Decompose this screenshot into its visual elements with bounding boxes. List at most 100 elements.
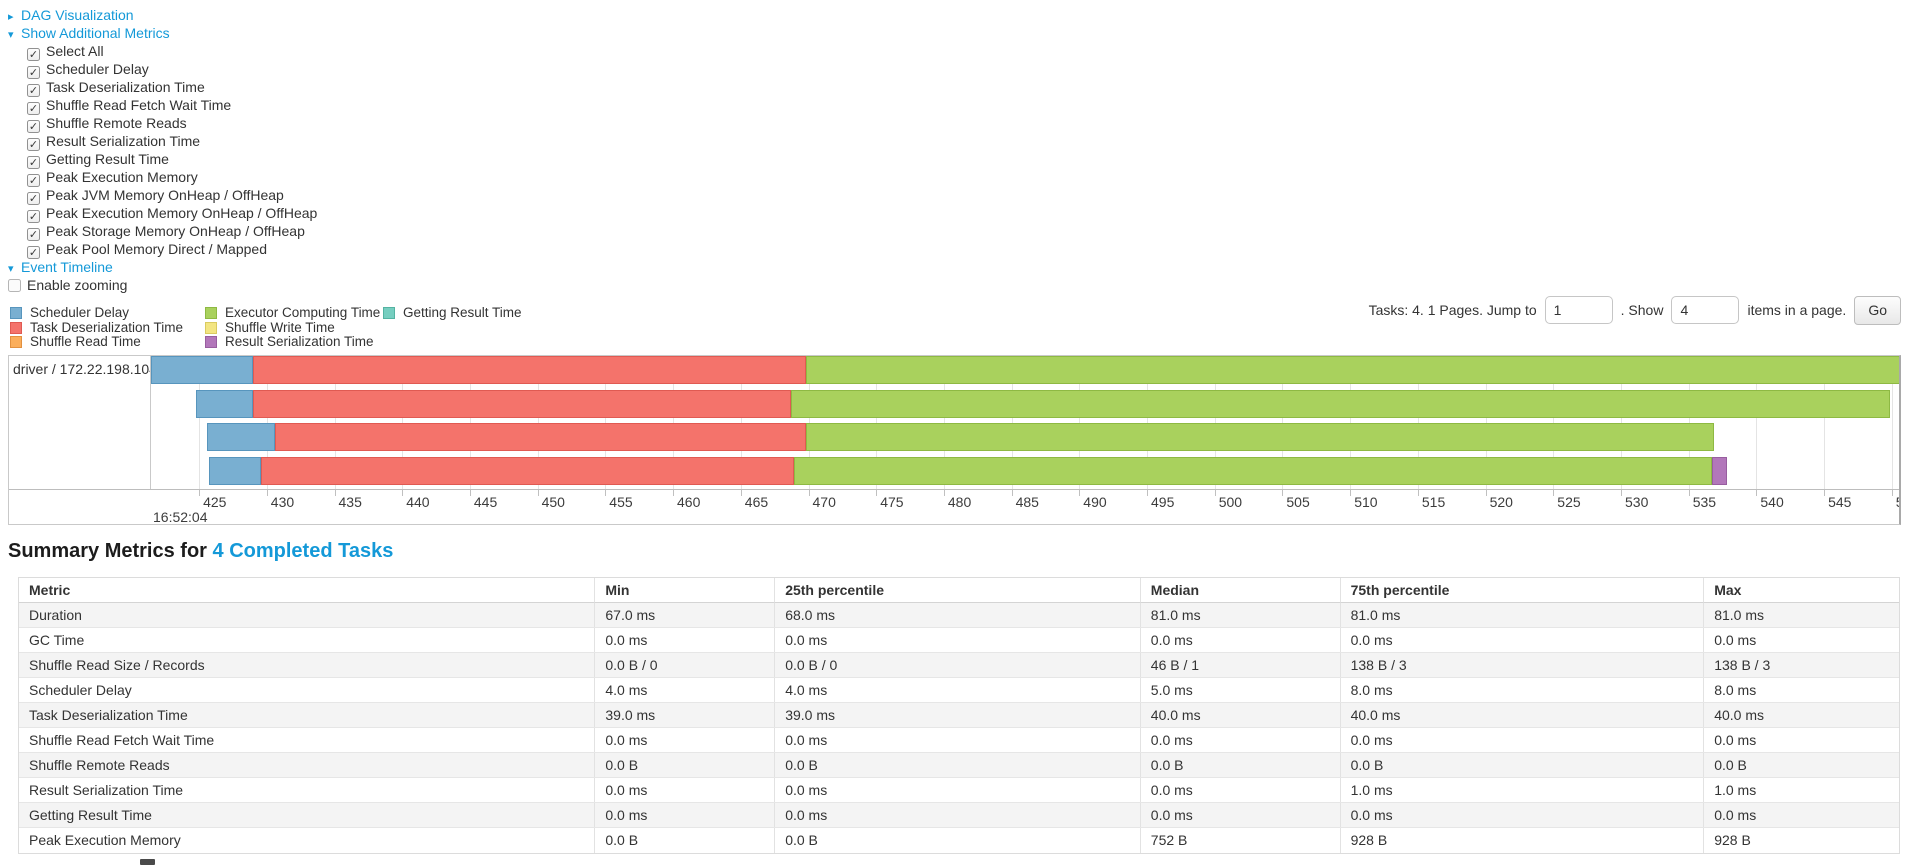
metric-value-cell: 0.0 ms xyxy=(775,728,1141,752)
tick-label-505: 505 xyxy=(1286,494,1310,510)
gridline-530 xyxy=(1621,356,1622,489)
metric-checkbox-row-peak-jvm-memory-onheap-offheap: ✓ Peak JVM Memory OnHeap / OffHeap xyxy=(27,186,317,205)
checkbox-result-serialization-time[interactable]: ✓ xyxy=(27,138,40,151)
metric-checkbox-row-select-all: ✓ Select All xyxy=(27,42,317,61)
legend-label-result_serialization: Result Serialization Time xyxy=(225,334,374,350)
table-row-result-serialization-time: Result Serialization Time 0.0 ms 0.0 ms 0.0… xyxy=(19,778,1899,803)
task-1-executor_computing-segment xyxy=(805,356,1899,384)
metric-value-cell: 0.0 B xyxy=(1141,753,1341,777)
chevron-right-icon: ▸ xyxy=(8,10,14,23)
metric-name-cell: Shuffle Read Size / Records xyxy=(19,653,596,677)
tick-stub-520 xyxy=(1485,490,1487,496)
chevron-down-icon: ▾ xyxy=(8,28,14,41)
tick-label-530: 530 xyxy=(1625,494,1649,510)
timeline-x-axis: 425 430 435 440 445 450 455 460 465 470 475 480 485 4… xyxy=(9,489,1899,525)
tick-label-525: 525 xyxy=(1557,494,1581,510)
gridline-465 xyxy=(740,356,742,489)
gridline-450 xyxy=(537,356,539,489)
scheduler_delay-swatch-icon xyxy=(10,307,22,319)
header-cell-75th-percentile: 75th percentile xyxy=(1340,578,1705,603)
enable-zooming-checkbox[interactable] xyxy=(8,279,21,292)
show-additional-metrics-toggle[interactable]: ▾ Show Additional Metrics xyxy=(8,24,317,42)
metric-value-cell: 1.0 ms xyxy=(1714,782,1757,798)
completed-tasks-link[interactable]: 4 Completed Tasks xyxy=(212,540,394,562)
tick-label-550: 550 xyxy=(1896,494,1899,510)
items-per-page-input[interactable] xyxy=(1671,296,1740,324)
event-timeline-toggle[interactable]: ▾ Event Timeline xyxy=(8,258,317,276)
metric-value-cell: 0.0 ms xyxy=(595,803,776,827)
metric-value-cell: 81.0 ms xyxy=(1714,607,1765,623)
tick-stub-545 xyxy=(1824,490,1826,496)
metric-value-cell: 0.0 B xyxy=(775,753,1141,777)
tick-stub-535 xyxy=(1688,490,1690,496)
metric-value-cell: 0.0 ms xyxy=(1341,803,1705,827)
checkbox-scheduler-delay[interactable]: ✓ xyxy=(27,66,40,79)
gridline-495 xyxy=(1147,356,1148,489)
metric-value-cell: 0.0 ms xyxy=(1341,728,1705,752)
checkbox-label-result-serialization-time: Result Serialization Time xyxy=(46,133,201,149)
legend-column-1: Scheduler Delay Task Deserialization Time… xyxy=(10,305,183,350)
tick-stub-550 xyxy=(1891,490,1893,496)
dag-visualization-toggle[interactable]: ▸ DAG Visualization xyxy=(8,6,317,24)
tick-stub-500 xyxy=(1214,490,1216,496)
metric-value-cell: 0.0 ms xyxy=(1141,778,1341,802)
gridline-475 xyxy=(876,356,878,489)
metric-name-cell: Shuffle Read Fetch Wait Time xyxy=(19,728,596,752)
summary-table-header: Metric Min 25th percentile Median 75th perce… xyxy=(19,578,1899,603)
checkbox-peak-jvm-memory-onheap-offheap[interactable]: ✓ xyxy=(27,192,40,205)
checkbox-peak-execution-memory-onheap-offheap[interactable]: ✓ xyxy=(27,210,40,223)
legend-label-shuffle_write: Shuffle Write Time xyxy=(225,319,335,335)
checkbox-peak-execution-memory[interactable]: ✓ xyxy=(27,174,40,187)
go-button[interactable]: Go xyxy=(1854,295,1901,325)
metric-value-cell: 928 B xyxy=(1714,832,1751,848)
metric-value-cell: 0.0 B xyxy=(595,753,776,777)
tick-stub-445 xyxy=(469,490,471,496)
jump-to-page-input[interactable] xyxy=(1544,296,1613,324)
chevron-down-icon: ▾ xyxy=(8,262,14,275)
checkbox-peak-storage-memory-onheap-offheap[interactable]: ✓ xyxy=(27,228,40,241)
legend-column-2: Executor Computing Time Shuffle Write Tim… xyxy=(205,305,380,350)
legend-item-shuffle_write: Shuffle Write Time xyxy=(205,319,380,336)
task-2-executor_computing-segment xyxy=(790,389,1891,418)
gridline-445 xyxy=(469,356,471,489)
checkbox-task-deserialization-time[interactable]: ✓ xyxy=(27,84,40,97)
tick-label-480: 480 xyxy=(947,494,972,510)
checkbox-label-peak-pool-memory-direct-mapped: Peak Pool Memory Direct / Mapped xyxy=(46,241,267,257)
metric-value-cell: 0.0 ms xyxy=(1141,803,1341,827)
tick-stub-505 xyxy=(1282,490,1284,496)
metric-value-cell: 8.0 ms xyxy=(1714,682,1757,698)
metric-name-cell: Scheduler Delay xyxy=(19,678,596,702)
metric-value-cell: 0.0 ms xyxy=(595,628,776,652)
checkbox-shuffle-read-fetch-wait-time[interactable]: ✓ xyxy=(27,102,40,115)
metric-value-cell: 0.0 B / 0 xyxy=(775,653,1141,677)
metric-checkbox-row-peak-pool-memory-direct-mapped: ✓ Peak Pool Memory Direct / Mapped xyxy=(27,240,317,259)
checkbox-label-peak-jvm-memory-onheap-offheap: Peak JVM Memory OnHeap / OffHeap xyxy=(46,187,284,203)
task_deserialization-swatch-icon xyxy=(10,321,22,334)
task-2-task_deserialization-segment xyxy=(253,389,791,418)
gridline-425 xyxy=(199,356,201,489)
table-row-duration: Duration 67.0 ms 68.0 ms 81.0 ms 81.0 ms 81.0… xyxy=(19,603,1899,628)
metric-value-cell: 4.0 ms xyxy=(775,678,1141,702)
metric-name-cell: Peak Execution Memory xyxy=(19,828,596,853)
metric-value-cell: 0.0 ms xyxy=(775,628,1141,652)
legend-label-shuffle_read: Shuffle Read Time xyxy=(30,334,141,350)
gridline-470 xyxy=(808,356,810,489)
metric-value-cell: 752 B xyxy=(1141,828,1341,853)
checkbox-select-all[interactable]: ✓ xyxy=(27,48,40,61)
checkbox-shuffle-remote-reads[interactable]: ✓ xyxy=(27,120,40,133)
task-1-task_deserialization-segment xyxy=(253,356,806,384)
metric-value-cell: 39.0 ms xyxy=(595,703,776,727)
checkbox-peak-pool-memory-direct-mapped[interactable]: ✓ xyxy=(27,246,40,259)
legend-item-task_deserialization: Task Deserialization Time xyxy=(10,320,183,336)
tick-label-430: 430 xyxy=(270,494,295,510)
axis-major-time-label: 16:52:04 xyxy=(153,509,208,525)
metric-value-cell: 81.0 ms xyxy=(1141,603,1341,627)
checkbox-getting-result-time[interactable]: ✓ xyxy=(27,156,40,169)
metric-value-cell: 138 B / 3 xyxy=(1341,653,1705,677)
enable-zooming-row: Enable zooming xyxy=(8,276,317,294)
metric-value-cell: 0.0 ms xyxy=(1141,628,1341,652)
header-cell-25th-percentile: 25th percentile xyxy=(775,578,1141,603)
header-cell-metric: Metric xyxy=(19,578,596,603)
timeline-label-column: driver / 172.22.198.104 xyxy=(9,356,151,489)
